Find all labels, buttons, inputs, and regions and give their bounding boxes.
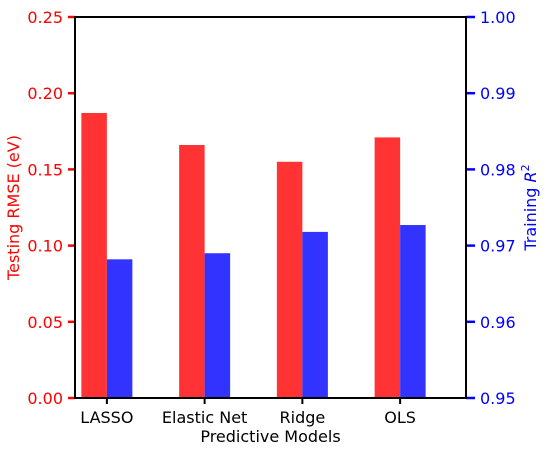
- bar-training-r2-2: [302, 231, 328, 398]
- bar-training-r2-0: [106, 259, 133, 398]
- bar-testing-rmse-1: [179, 145, 205, 398]
- right-tick-label: 0.97: [480, 237, 516, 256]
- x-tick-label: LASSO: [80, 408, 133, 427]
- x-axis-ticks: LASSO Elastic Net Ridge OLS: [80, 398, 416, 427]
- x-tick-label: Ridge: [280, 408, 326, 427]
- right-tick-label: 0.96: [480, 313, 516, 332]
- right-tick-label: 0.99: [480, 84, 516, 103]
- bar-testing-rmse-2: [276, 161, 303, 398]
- left-tick-label: 0.25: [27, 8, 63, 27]
- left-tick-label: 0.05: [27, 313, 63, 332]
- left-tick-label: 0.00: [27, 389, 63, 408]
- right-tick-label: 0.95: [480, 389, 516, 408]
- right-axis-ticks: 0.95 0.96 0.97 0.98 0.99 1.00: [466, 8, 516, 408]
- left-axis-title: Testing RMSE (eV): [4, 135, 23, 281]
- left-tick-label: 0.15: [27, 160, 63, 179]
- x-tick-label: Elastic Net: [162, 408, 247, 427]
- x-axis-title: Predictive Models: [200, 427, 340, 446]
- x-tick-label: OLS: [384, 408, 416, 427]
- bar-testing-rmse-0: [81, 113, 107, 399]
- right-tick-label: 0.98: [480, 160, 516, 179]
- right-axis-title-main: Training: [521, 182, 540, 251]
- bars-group: [81, 113, 426, 399]
- left-tick-label: 0.20: [27, 84, 63, 103]
- plot-frame: [74, 16, 467, 399]
- right-axis-title: Training R2: [519, 164, 540, 251]
- right-axis-title-sup: 2: [519, 164, 532, 171]
- bar-training-r2-3: [400, 225, 426, 398]
- left-tick-label: 0.10: [27, 237, 63, 256]
- bar-training-r2-1: [204, 253, 231, 398]
- right-axis-title-italic: R: [521, 171, 540, 182]
- left-axis-ticks: 0.00 0.05 0.10 0.15 0.20 0.25: [27, 8, 75, 408]
- bar-testing-rmse-3: [374, 137, 401, 398]
- right-tick-label: 1.00: [480, 8, 516, 27]
